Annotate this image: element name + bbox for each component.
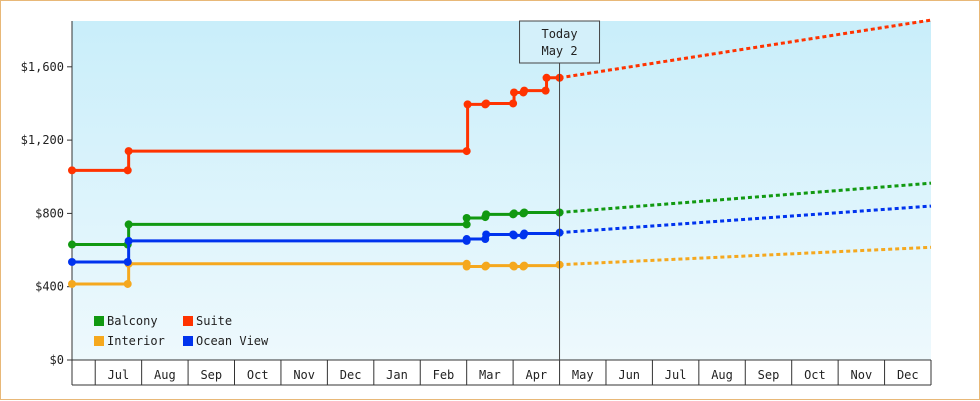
x-tick-label: Oct	[247, 368, 269, 382]
series-group	[68, 18, 932, 288]
y-tick-label: $1,200	[21, 133, 64, 147]
y-axis: $0 $400 $800 $1,200 $1,600	[21, 21, 73, 385]
x-tick-label: May	[572, 368, 594, 382]
data-point	[510, 262, 519, 271]
x-tick-label: Mar	[479, 368, 501, 382]
x-tick-label: Jul	[108, 368, 130, 382]
legend-label: Interior	[107, 334, 165, 348]
data-point	[124, 147, 133, 156]
data-point	[68, 279, 76, 288]
data-point	[510, 88, 519, 97]
x-axis: Jul Aug Sep Oct Nov Dec Jan Feb Mar Apr May Jun Jul A…	[72, 359, 932, 386]
x-tick-label: Nov	[293, 368, 315, 382]
data-point	[462, 147, 471, 156]
x-tick-label: Sep	[758, 368, 780, 382]
legend-item: Interior	[94, 334, 165, 348]
data-point	[68, 257, 76, 266]
today-date: May 2	[541, 44, 577, 58]
legend-item: Ocean View	[183, 334, 269, 348]
legend-swatch	[183, 316, 193, 326]
data-point	[542, 73, 551, 82]
data-point	[541, 86, 550, 95]
data-point	[520, 86, 529, 95]
y-tick-label: $0	[50, 353, 64, 367]
x-tick-label: Sep	[200, 368, 222, 382]
data-point	[510, 209, 519, 218]
data-point	[509, 99, 518, 108]
x-tick-label: Dec	[897, 368, 919, 382]
data-point	[482, 99, 491, 108]
legend-swatch	[94, 316, 104, 326]
today-label-box	[519, 20, 601, 64]
series-forecast-interior	[559, 245, 932, 267]
legend-swatch	[183, 336, 193, 346]
legend-label: Balcony	[107, 314, 158, 328]
today-marker: Today May 2	[519, 20, 601, 385]
x-tick-label: Jul	[665, 368, 687, 382]
data-point	[482, 230, 491, 239]
y-tick-label: $1,600	[21, 60, 64, 74]
series-ocean-view	[68, 204, 932, 266]
legend-label: Ocean View	[196, 334, 269, 348]
data-point	[463, 100, 472, 109]
legend-item: Suite	[183, 314, 232, 328]
data-point	[124, 220, 133, 229]
legend-label: Suite	[196, 314, 232, 328]
x-tick-label: Nov	[851, 368, 873, 382]
data-point	[520, 208, 529, 217]
y-tick-label: $400	[35, 280, 64, 294]
x-tick-label: Feb	[433, 368, 455, 382]
data-point	[462, 220, 471, 229]
series-suite	[68, 18, 932, 175]
data-point	[68, 240, 76, 249]
x-tick-label: Dec	[340, 368, 362, 382]
data-point	[68, 166, 76, 175]
x-tick-label: Jan	[386, 368, 408, 382]
x-tick-label: Aug	[154, 368, 176, 382]
x-tick-label: Aug	[711, 368, 733, 382]
legend: Balcony Suite Interior Ocean View	[94, 314, 269, 348]
series-forecast-balcony	[559, 181, 932, 214]
data-point	[124, 236, 133, 245]
data-point	[462, 262, 471, 271]
data-point	[482, 210, 491, 219]
today-label: Today	[541, 27, 577, 41]
data-point	[482, 261, 491, 270]
data-point	[462, 213, 471, 222]
legend-item: Balcony	[94, 314, 158, 328]
x-tick-label: Oct	[804, 368, 826, 382]
data-point	[123, 279, 132, 288]
x-tick-label: Jun	[618, 368, 640, 382]
data-point	[123, 166, 132, 175]
data-point	[123, 257, 132, 266]
x-tick-label: Apr	[525, 368, 547, 382]
data-point	[520, 261, 529, 270]
data-point	[520, 229, 529, 238]
data-point	[510, 231, 519, 240]
plot-area	[72, 21, 931, 360]
y-tick-label: $800	[35, 206, 64, 220]
legend-swatch	[94, 336, 104, 346]
data-point	[462, 235, 471, 244]
series-forecast-ocean-view	[559, 204, 932, 235]
series-interior	[68, 245, 932, 288]
